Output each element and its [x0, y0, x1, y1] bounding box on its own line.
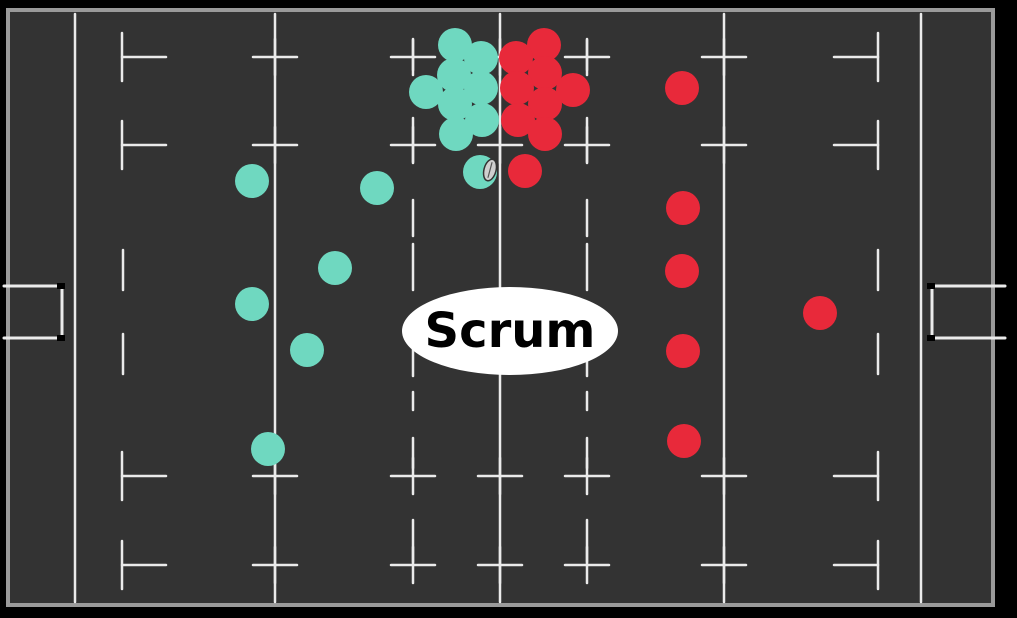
red-player: [528, 117, 562, 151]
teal-player: [439, 117, 473, 151]
teal-player: [438, 28, 472, 62]
red-player: [666, 191, 700, 225]
red-player: [556, 73, 590, 107]
teal-player: [360, 171, 394, 205]
red-player: [527, 28, 561, 62]
teal-player: [465, 103, 499, 137]
scrum-label-bubble: [402, 287, 618, 375]
red-player: [665, 71, 699, 105]
teal-player: [235, 287, 269, 321]
teal-player: [318, 251, 352, 285]
teal-player: [290, 333, 324, 367]
teal-player: [235, 164, 269, 198]
right-goal-posts: [927, 283, 935, 289]
red-player: [666, 334, 700, 368]
red-player: [665, 254, 699, 288]
teal-player: [409, 75, 443, 109]
scrum-label: Scrum: [425, 303, 596, 359]
left-goal-posts: [57, 283, 65, 289]
right-goal-posts: [927, 335, 935, 341]
teal-player: [251, 432, 285, 466]
rugby-ball-icon: [482, 158, 498, 182]
red-player: [500, 71, 534, 105]
teal-player: [438, 87, 472, 121]
teal-player: [464, 41, 498, 75]
rugby-ball-seam: [487, 162, 493, 178]
red-player: [528, 56, 562, 90]
red-player: [499, 41, 533, 75]
red-player: [528, 87, 562, 121]
red-player: [667, 424, 701, 458]
left-goal-posts: [57, 335, 65, 341]
teal-player: [437, 58, 471, 92]
red-player: [803, 296, 837, 330]
teal-player: [464, 71, 498, 105]
red-player: [508, 154, 542, 188]
red-player: [501, 103, 535, 137]
